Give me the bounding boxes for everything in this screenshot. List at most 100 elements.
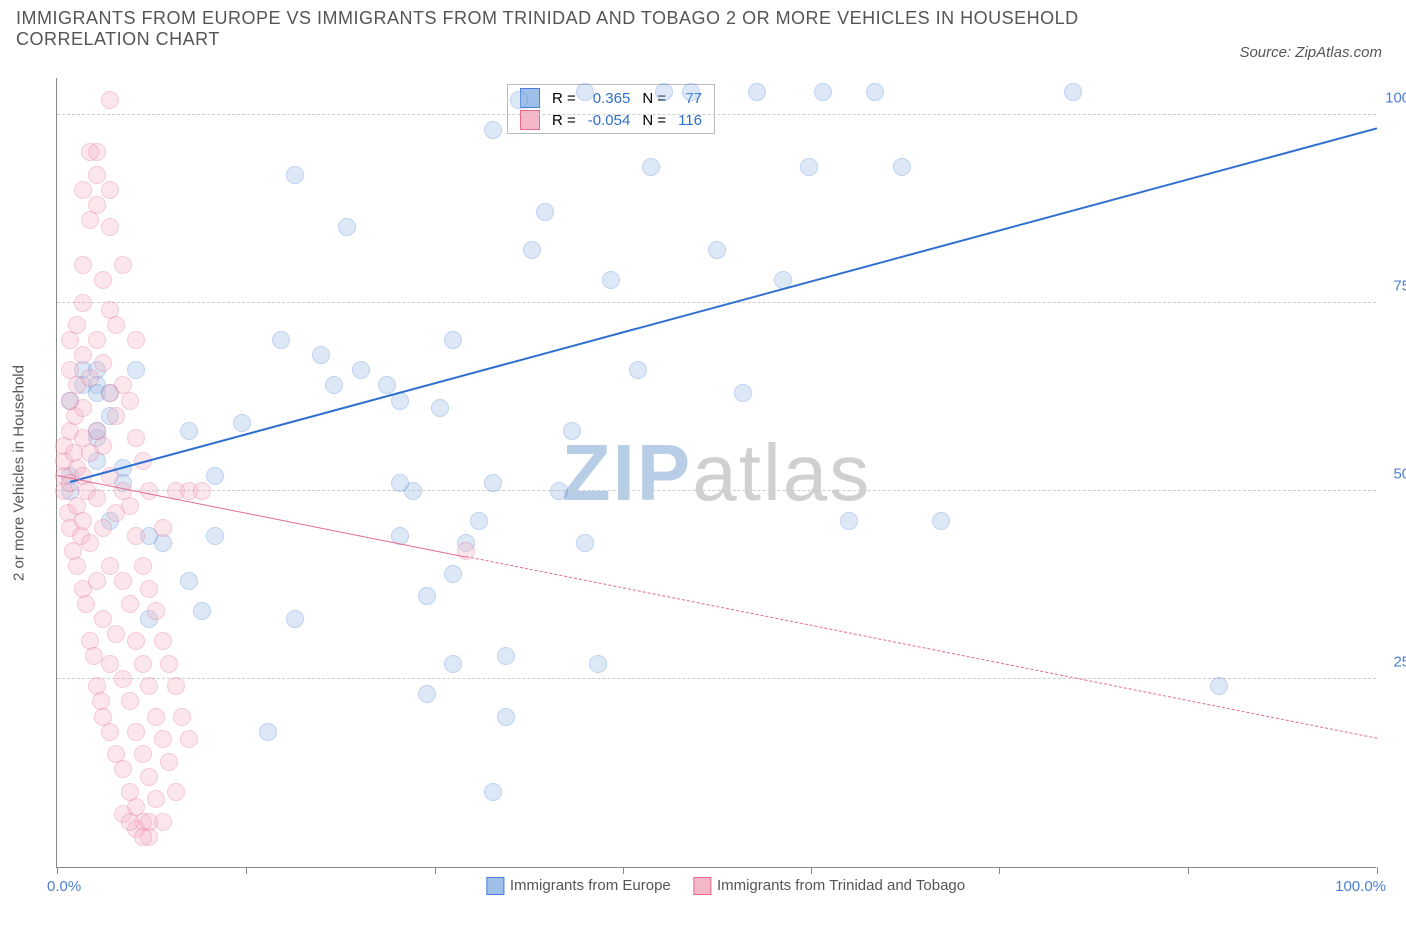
x-tick [1188, 867, 1189, 874]
scatter-point-trinidad [121, 497, 139, 515]
scatter-point-europe [576, 534, 594, 552]
scatter-point-europe [589, 655, 607, 673]
scatter-point-trinidad [127, 331, 145, 349]
scatter-point-trinidad [81, 369, 99, 387]
scatter-point-trinidad [154, 519, 172, 537]
legend-row-europe: R = 0.365 N = 77 [514, 87, 708, 109]
scatter-point-trinidad [147, 790, 165, 808]
gridline [57, 678, 1376, 679]
scatter-point-trinidad [160, 753, 178, 771]
scatter-point-trinidad [88, 196, 106, 214]
scatter-point-europe [563, 422, 581, 440]
scatter-point-europe [1210, 677, 1228, 695]
scatter-point-europe [893, 158, 911, 176]
scatter-point-trinidad [107, 316, 125, 334]
chart-plot-area: 2 or more Vehicles in Household ZIPatlas… [56, 78, 1376, 868]
scatter-point-trinidad [160, 655, 178, 673]
x-tick [1377, 867, 1378, 874]
scatter-point-europe [682, 83, 700, 101]
scatter-point-europe [734, 384, 752, 402]
scatter-point-trinidad [88, 166, 106, 184]
trend-line [70, 128, 1377, 484]
scatter-point-trinidad [74, 346, 92, 364]
scatter-point-trinidad [140, 482, 158, 500]
scatter-point-trinidad [134, 745, 152, 763]
scatter-point-trinidad [180, 730, 198, 748]
scatter-point-europe [814, 83, 832, 101]
gridline [57, 490, 1376, 491]
scatter-point-trinidad [81, 143, 99, 161]
scatter-point-trinidad [140, 768, 158, 786]
gridline [57, 302, 1376, 303]
scatter-point-trinidad [114, 572, 132, 590]
scatter-point-europe [378, 376, 396, 394]
scatter-point-europe [708, 241, 726, 259]
scatter-point-europe [484, 121, 502, 139]
scatter-point-trinidad [154, 632, 172, 650]
scatter-point-trinidad [94, 271, 112, 289]
y-tick-label: 75.0% [1381, 277, 1406, 294]
scatter-point-europe [352, 361, 370, 379]
scatter-point-europe [180, 422, 198, 440]
scatter-point-europe [259, 723, 277, 741]
scatter-point-trinidad [88, 331, 106, 349]
scatter-point-trinidad [101, 181, 119, 199]
scatter-point-trinidad [140, 813, 158, 831]
scatter-point-trinidad [147, 602, 165, 620]
scatter-point-trinidad [140, 580, 158, 598]
gridline [57, 114, 1376, 115]
scatter-point-europe [127, 361, 145, 379]
scatter-point-trinidad [114, 760, 132, 778]
scatter-point-trinidad [74, 181, 92, 199]
x-tick [999, 867, 1000, 874]
scatter-point-trinidad [74, 256, 92, 274]
scatter-point-trinidad [127, 527, 145, 545]
scatter-point-europe [325, 376, 343, 394]
x-tick [246, 867, 247, 874]
scatter-point-trinidad [94, 354, 112, 372]
x-axis-min-label: 0.0% [47, 878, 81, 895]
scatter-point-europe [444, 331, 462, 349]
scatter-point-europe [866, 83, 884, 101]
scatter-point-trinidad [107, 407, 125, 425]
scatter-point-europe [444, 655, 462, 673]
scatter-point-europe [286, 610, 304, 628]
scatter-point-trinidad [193, 482, 211, 500]
x-tick [623, 867, 624, 874]
scatter-point-europe [444, 565, 462, 583]
scatter-point-europe [932, 512, 950, 530]
scatter-point-trinidad [121, 813, 139, 831]
scatter-point-trinidad [173, 708, 191, 726]
scatter-point-trinidad [101, 218, 119, 236]
scatter-point-europe [206, 527, 224, 545]
source-label: Source: ZipAtlas.com [1239, 44, 1382, 61]
trend-line [466, 556, 1377, 739]
scatter-point-trinidad [81, 534, 99, 552]
scatter-point-europe [748, 83, 766, 101]
scatter-point-europe [233, 414, 251, 432]
scatter-point-trinidad [74, 399, 92, 417]
y-axis-title: 2 or more Vehicles in Household [11, 365, 28, 581]
scatter-point-europe [497, 647, 515, 665]
scatter-point-trinidad [114, 256, 132, 274]
scatter-point-europe [338, 218, 356, 236]
scatter-point-europe [800, 158, 818, 176]
scatter-point-trinidad [167, 783, 185, 801]
scatter-point-trinidad [114, 670, 132, 688]
scatter-point-europe [629, 361, 647, 379]
scatter-point-trinidad [134, 557, 152, 575]
scatter-point-trinidad [101, 723, 119, 741]
scatter-point-trinidad [74, 294, 92, 312]
scatter-point-europe [391, 474, 409, 492]
scatter-point-trinidad [94, 437, 112, 455]
scatter-point-europe [286, 166, 304, 184]
series-legend: Immigrants from Europe Immigrants from T… [468, 877, 965, 895]
scatter-point-trinidad [147, 708, 165, 726]
scatter-point-trinidad [127, 429, 145, 447]
y-tick-label: 100.0% [1381, 89, 1406, 106]
scatter-point-trinidad [140, 677, 158, 695]
scatter-point-europe [523, 241, 541, 259]
scatter-point-trinidad [88, 572, 106, 590]
scatter-point-europe [1064, 83, 1082, 101]
watermark: ZIPatlas [562, 427, 871, 519]
